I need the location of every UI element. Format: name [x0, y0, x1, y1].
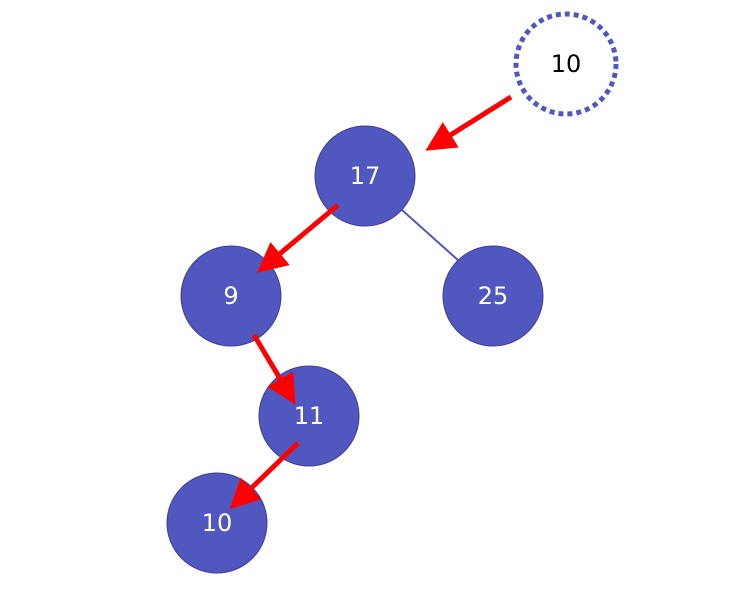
traversal-arrow-left-right-to-new-leaf	[229, 441, 300, 510]
tree-node-left: 9	[180, 245, 282, 347]
node-label: 25	[478, 282, 509, 310]
insert-node-circle	[513, 11, 619, 117]
traversal-arrow-root-to-left	[257, 203, 340, 273]
tree-node-root: 17	[314, 125, 416, 227]
node-circle	[180, 245, 282, 347]
node-label: 11	[294, 402, 325, 430]
node-label: 17	[350, 162, 381, 190]
traversal-arrow-left-to-left-right	[251, 333, 296, 405]
insert-value-node: 10	[513, 11, 619, 117]
node-circle	[442, 245, 544, 347]
tree-node-left-right: 11	[258, 365, 360, 467]
insert-node-label: 10	[551, 50, 582, 78]
node-circle	[314, 125, 416, 227]
edge-17-25	[401, 209, 460, 262]
tree-node-right: 25	[442, 245, 544, 347]
traversal-arrow-insert-to-root	[425, 94, 513, 151]
node-label: 9	[223, 282, 238, 310]
node-label: 10	[202, 509, 233, 537]
